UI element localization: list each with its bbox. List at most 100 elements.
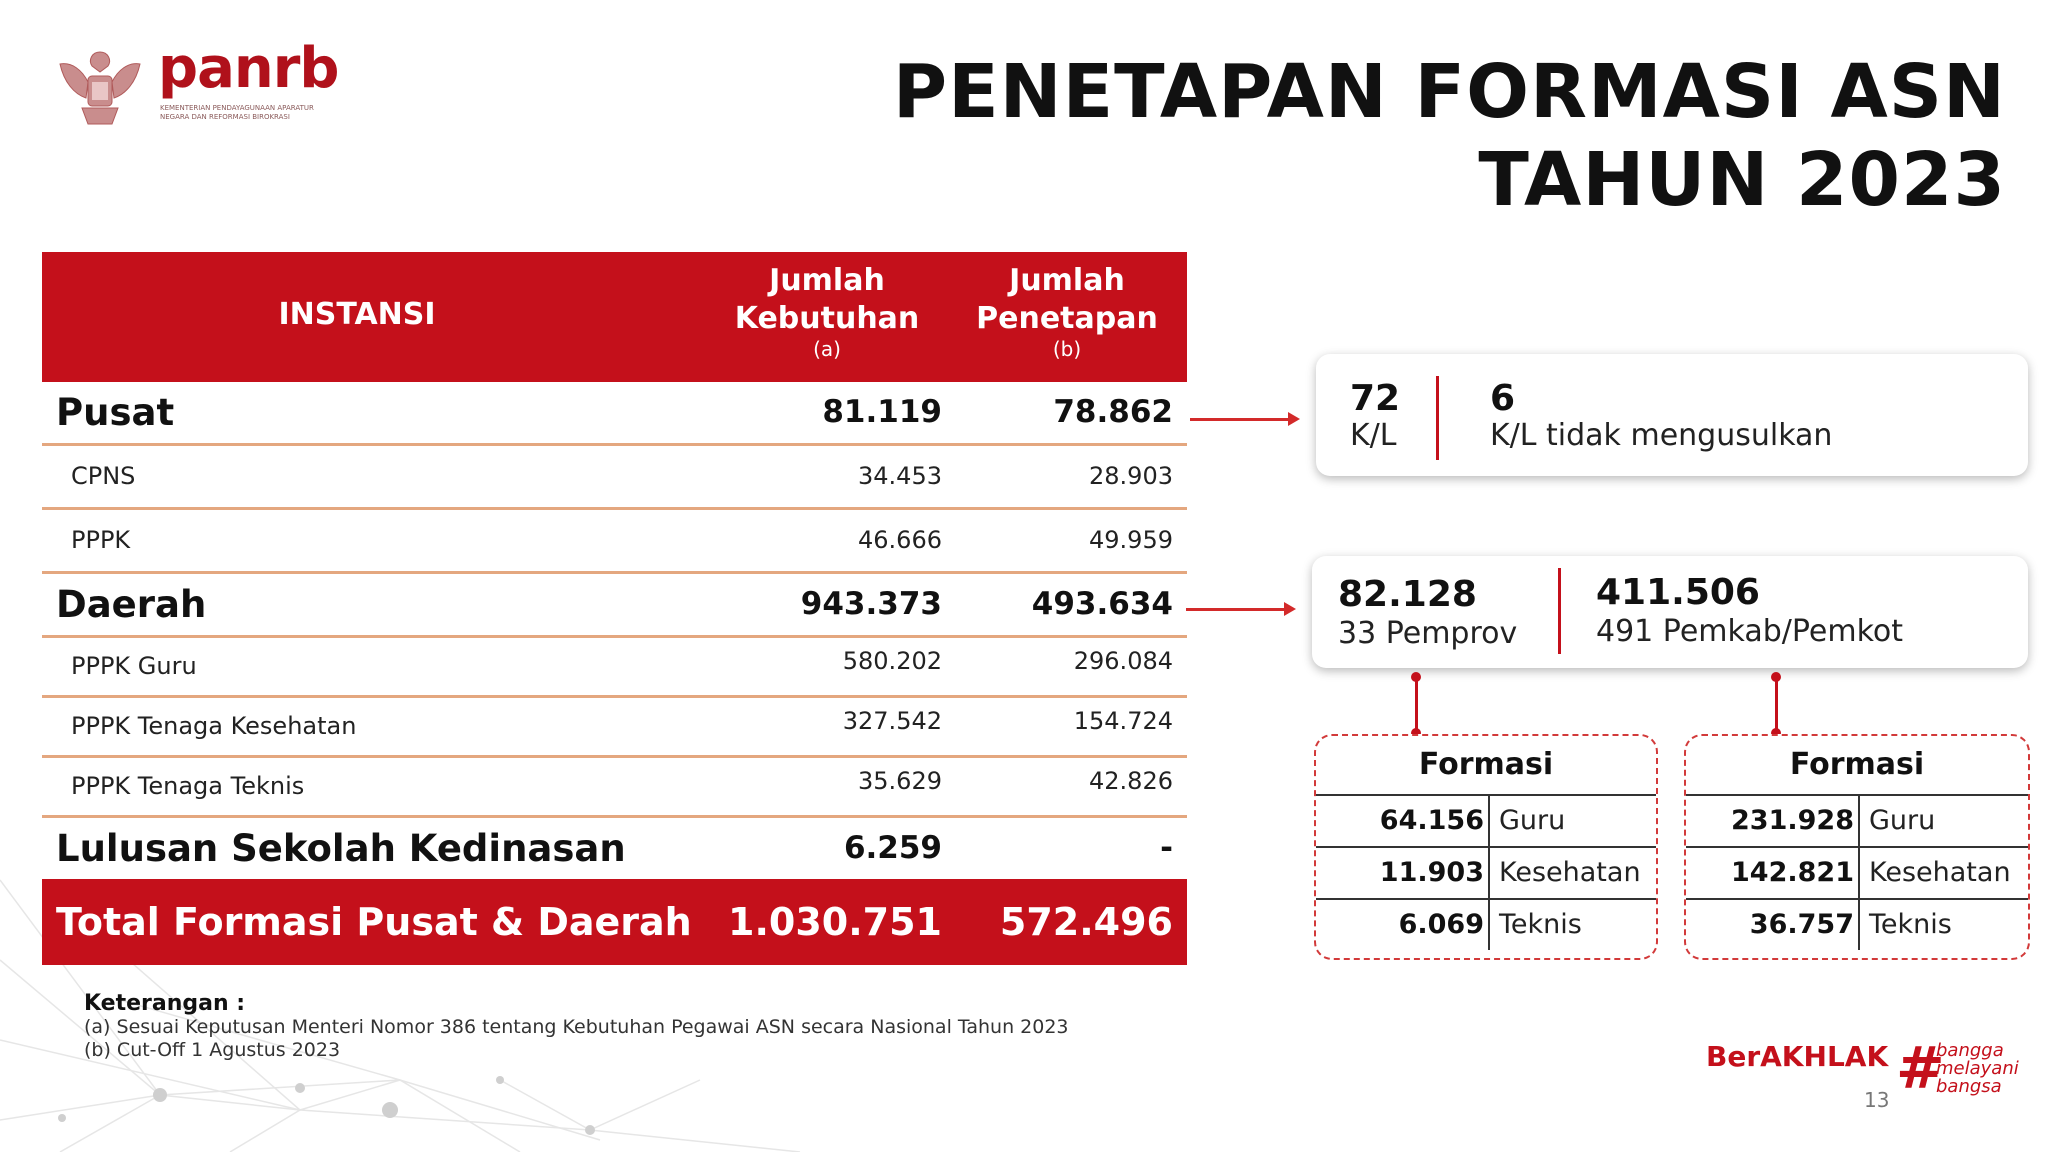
formasi-label: Guru bbox=[1869, 805, 1936, 836]
formasi-divider bbox=[1488, 900, 1490, 950]
table-row-pppk-kesehatan: PPPK Tenaga Kesehatan 327.542 154.724 bbox=[42, 698, 1187, 758]
bangga-line-1: bangga bbox=[1936, 1040, 2004, 1061]
formasi-divider bbox=[1858, 848, 1860, 898]
footnote-b: (b) Cut-Off 1 Agustus 2023 bbox=[84, 1039, 341, 1061]
connector-dot bbox=[1411, 672, 1421, 682]
formasi-title: Formasi bbox=[1686, 736, 2028, 796]
table-row-pusat: Pusat 81.119 78.862 bbox=[42, 382, 1187, 446]
pusat-kl-not-proposed-label: K/L tidak mengusulkan bbox=[1490, 418, 1833, 453]
formasi-value: 36.757 bbox=[1749, 909, 1854, 940]
page-number: 13 bbox=[1864, 1088, 1890, 1112]
berakhlak-logo: BerAKHLAK bbox=[1706, 1040, 1889, 1073]
formasi-value: 64.156 bbox=[1379, 805, 1484, 836]
table-row-kedinasan: Lulusan Sekolah Kedinasan 6.259 - bbox=[42, 818, 1187, 879]
row-label: PPPK Tenaga Kesehatan bbox=[71, 712, 357, 740]
header-kebutuhan-note: (a) bbox=[813, 337, 841, 361]
row-label: PPPK bbox=[71, 526, 131, 554]
arrow-pusat bbox=[1190, 412, 1300, 426]
formasi-label: Teknis bbox=[1499, 909, 1582, 940]
pusat-kl-count: 72 bbox=[1350, 378, 1401, 419]
bangga-melayani-text: bangga melayani bangsa bbox=[1936, 1042, 2019, 1096]
formasi-label: Guru bbox=[1499, 805, 1566, 836]
formasi-label: Kesehatan bbox=[1869, 857, 2011, 888]
pemprov-total: 82.128 bbox=[1338, 574, 1477, 615]
footnotes-heading: Keterangan : bbox=[84, 991, 246, 1016]
connector-dot bbox=[1771, 728, 1781, 738]
row-kebutuhan: 81.119 bbox=[822, 394, 942, 430]
row-kebutuhan: 46.666 bbox=[858, 526, 942, 554]
row-penetapan: 42.826 bbox=[1089, 767, 1173, 795]
row-label: CPNS bbox=[71, 462, 136, 490]
formasi-title: Formasi bbox=[1316, 736, 1656, 796]
table-row-daerah: Daerah 943.373 493.634 bbox=[42, 574, 1187, 638]
header-penetapan: Jumlah Penetapan (b) bbox=[947, 262, 1187, 360]
table-row-total: Total Formasi Pusat & Daerah 1.030.751 5… bbox=[42, 879, 1187, 965]
row-label: PPPK Guru bbox=[71, 652, 197, 680]
row-penetapan: 296.084 bbox=[1073, 647, 1173, 675]
row-penetapan: 28.903 bbox=[1089, 462, 1173, 490]
table-row-pppk-teknis: PPPK Tenaga Teknis 35.629 42.826 bbox=[42, 758, 1187, 818]
formasi-value: 231.928 bbox=[1731, 805, 1854, 836]
row-penetapan: 78.862 bbox=[1053, 394, 1173, 430]
card-divider bbox=[1558, 568, 1561, 654]
formasi-row-kesehatan: 11.903 Kesehatan bbox=[1316, 848, 1656, 900]
row-kebutuhan: 580.202 bbox=[842, 647, 942, 675]
table-row-pppk-guru: PPPK Guru 580.202 296.084 bbox=[42, 638, 1187, 698]
row-label: Daerah bbox=[56, 583, 207, 626]
arrow-daerah bbox=[1186, 602, 1296, 616]
total-label: Total Formasi Pusat & Daerah bbox=[56, 900, 692, 944]
row-label: Lulusan Sekolah Kedinasan bbox=[56, 827, 626, 870]
footnote-a: (a) Sesuai Keputusan Menteri Nomor 386 t… bbox=[84, 1016, 1069, 1038]
total-kebutuhan: 1.030.751 bbox=[728, 900, 942, 944]
panrb-logo: panrb KEMENTERIAN PENDAYAGUNAAN APARATUR… bbox=[52, 36, 339, 138]
pemkab-total: 411.506 bbox=[1596, 572, 1760, 613]
header-instansi: INSTANSI bbox=[278, 297, 436, 332]
total-penetapan: 572.496 bbox=[999, 900, 1173, 944]
hashtag-icon: # bbox=[1896, 1034, 1945, 1102]
header-kebutuhan: Jumlah Kebutuhan (a) bbox=[697, 262, 957, 360]
formasi-divider bbox=[1488, 848, 1490, 898]
row-label: Pusat bbox=[56, 391, 175, 434]
pusat-summary-card: 72 K/L 6 K/L tidak mengusulkan bbox=[1316, 354, 2028, 476]
table-row-pppk: PPPK 46.666 49.959 bbox=[42, 510, 1187, 574]
daerah-summary-card: 82.128 33 Pemprov 411.506 491 Pemkab/Pem… bbox=[1312, 556, 2028, 668]
bangga-line-2: melayani bbox=[1936, 1058, 2019, 1079]
table-row-cpns: CPNS 34.453 28.903 bbox=[42, 446, 1187, 510]
row-kebutuhan: 327.542 bbox=[842, 707, 942, 735]
title-line-2: TAHUN 2023 bbox=[1478, 137, 2006, 223]
formasi-pemkab-box: Formasi 231.928 Guru 142.821 Kesehatan 3… bbox=[1684, 734, 2030, 960]
formasi-divider bbox=[1488, 796, 1490, 846]
formasi-divider bbox=[1858, 900, 1860, 950]
connector-line bbox=[1415, 680, 1418, 732]
formasi-label: Teknis bbox=[1869, 909, 1952, 940]
row-penetapan: 493.634 bbox=[1031, 586, 1173, 622]
formasi-value: 11.903 bbox=[1379, 857, 1484, 888]
formasi-value: 142.821 bbox=[1731, 857, 1854, 888]
card-divider bbox=[1436, 376, 1439, 460]
formasi-row-kesehatan: 142.821 Kesehatan bbox=[1686, 848, 2028, 900]
footnotes: Keterangan : (a) Sesuai Keputusan Menter… bbox=[84, 992, 1069, 1062]
pusat-kl-label: K/L bbox=[1350, 418, 1397, 453]
pemkab-label: 491 Pemkab/Pemkot bbox=[1596, 614, 1904, 649]
formasi-row-guru: 64.156 Guru bbox=[1316, 796, 1656, 848]
formasi-divider bbox=[1858, 796, 1860, 846]
formasi-row-teknis: 36.757 Teknis bbox=[1686, 900, 2028, 950]
connector-line bbox=[1775, 680, 1778, 732]
connector-dot bbox=[1411, 728, 1421, 738]
header-penetapan-label: Jumlah Penetapan bbox=[976, 263, 1158, 336]
pemprov-label: 33 Pemprov bbox=[1338, 616, 1518, 651]
formasi-row-teknis: 6.069 Teknis bbox=[1316, 900, 1656, 950]
header-kebutuhan-label: Jumlah Kebutuhan bbox=[734, 263, 920, 336]
formasi-label: Kesehatan bbox=[1499, 857, 1641, 888]
logo-subtitle: KEMENTERIAN PENDAYAGUNAAN APARATUR NEGAR… bbox=[160, 104, 314, 121]
garuda-emblem-icon bbox=[59, 51, 141, 125]
row-penetapan: - bbox=[1160, 830, 1173, 866]
row-kebutuhan: 943.373 bbox=[800, 586, 942, 622]
table-header: INSTANSI Jumlah Kebutuhan (a) Jumlah Pen… bbox=[42, 252, 1187, 382]
row-kebutuhan: 35.629 bbox=[858, 767, 942, 795]
formasi-table: INSTANSI Jumlah Kebutuhan (a) Jumlah Pen… bbox=[42, 252, 1187, 965]
page-title: PENETAPAN FORMASI ASN TAHUN 2023 bbox=[893, 48, 2006, 224]
row-penetapan: 154.724 bbox=[1073, 707, 1173, 735]
row-kebutuhan: 34.453 bbox=[858, 462, 942, 490]
